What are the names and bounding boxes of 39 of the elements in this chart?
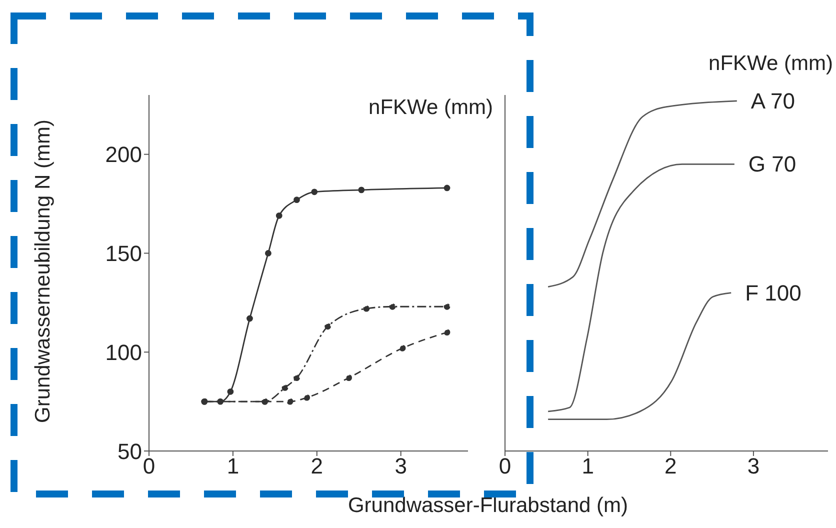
point: [389, 303, 396, 310]
point: [265, 250, 272, 256]
point: [324, 323, 332, 330]
y-tick-label: 50: [118, 438, 142, 464]
point: [217, 398, 224, 405]
x-tick-label: 0: [142, 454, 156, 479]
legend-title: nFKWe (mm): [368, 96, 493, 120]
point: [282, 384, 288, 391]
y-tick-label: 100: [105, 340, 142, 365]
point: [294, 374, 300, 382]
x-tick-label: 1: [226, 454, 240, 479]
point: [444, 184, 450, 192]
series-label: F 100: [745, 280, 802, 306]
x-tick-label: 2: [664, 454, 677, 479]
point: [311, 188, 318, 196]
point: [227, 388, 234, 395]
x-axis-title: Grundwasser-Flurabstand (m): [346, 494, 630, 518]
legend-title: nFKWe (mm): [708, 52, 833, 76]
point: [246, 315, 253, 322]
point: [363, 305, 370, 312]
point: [399, 344, 406, 352]
point: [286, 398, 294, 405]
series-label: G 70: [748, 152, 796, 177]
point: [444, 303, 450, 310]
y-axis-title: Grundwasserneubildung N (mm): [31, 120, 54, 423]
point: [276, 212, 282, 219]
point: [294, 196, 300, 204]
point: [304, 394, 310, 401]
x-tick-label: 3: [747, 454, 760, 479]
point: [444, 329, 450, 336]
x-tick-label: 2: [310, 454, 324, 479]
x-tick-label: 1: [582, 454, 594, 479]
y-tick-label: 200: [105, 142, 142, 168]
y-tick-label: 150: [105, 241, 142, 266]
x-tick-label: 3: [394, 454, 407, 479]
point: [346, 374, 352, 382]
series-label: A 70: [750, 88, 795, 114]
x-tick-label: 0: [498, 454, 512, 479]
point: [358, 186, 365, 194]
